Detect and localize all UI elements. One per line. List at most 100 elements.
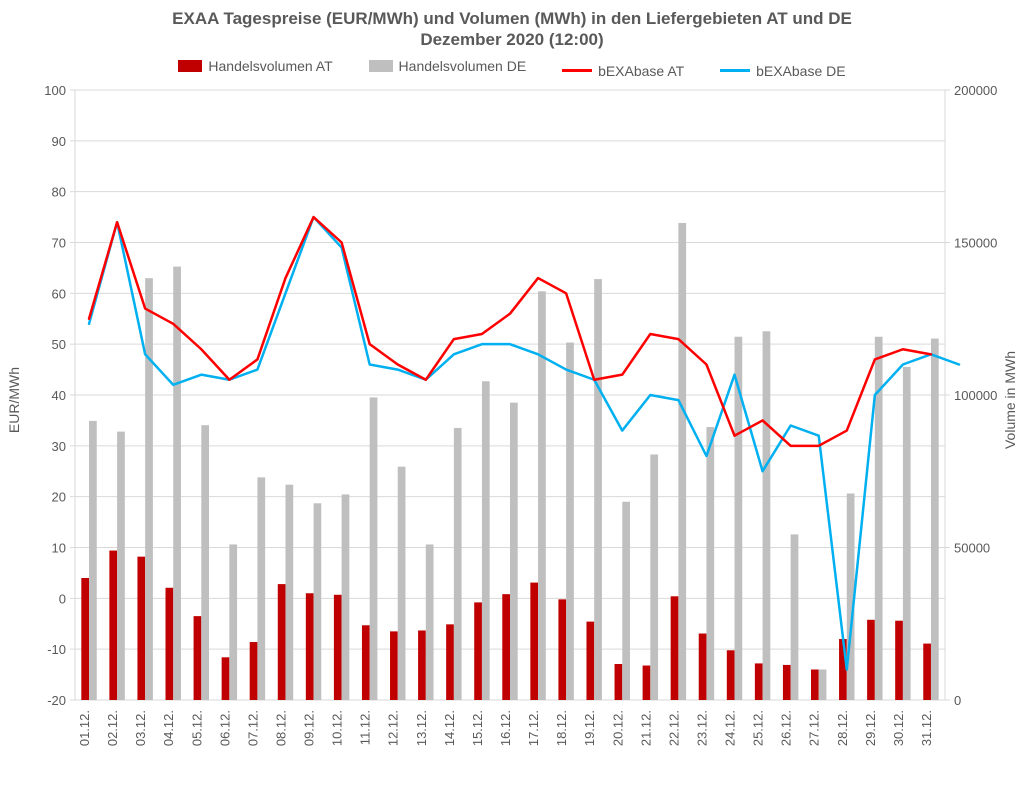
ytick-left-label: 40 [52, 388, 66, 403]
bar-vol-de [706, 427, 714, 700]
bar-vol-at [530, 583, 538, 700]
x-category-label: 24.12. [723, 710, 738, 746]
bar-vol-at [250, 642, 258, 700]
ytick-right-label: 200000 [954, 83, 997, 98]
x-category-label: 14.12. [442, 710, 457, 746]
bar-vol-at [418, 630, 426, 700]
x-category-label: 28.12. [835, 710, 850, 746]
bar-vol-de [370, 397, 378, 700]
bar-vol-de [594, 279, 602, 700]
bar-vol-at [390, 631, 398, 700]
ytick-left-label: 50 [52, 337, 66, 352]
bar-vol-at [783, 665, 791, 700]
x-category-label: 06.12. [217, 710, 232, 746]
ytick-left-label: 60 [52, 286, 66, 301]
ytick-left-label: -10 [47, 642, 66, 657]
bar-vol-de [173, 267, 181, 700]
bar-vol-at [923, 644, 931, 700]
x-category-label: 03.12. [133, 710, 148, 746]
bar-vol-at [306, 593, 314, 700]
bar-vol-at [81, 578, 89, 700]
bar-vol-at [446, 624, 454, 700]
x-category-label: 31.12. [919, 710, 934, 746]
x-category-label: 21.12. [638, 710, 653, 746]
bar-vol-at [222, 657, 230, 700]
bar-vol-at [109, 551, 117, 700]
bar-vol-at [474, 602, 482, 700]
bar-vol-at [643, 666, 651, 700]
bar-vol-at [278, 584, 286, 700]
bar-vol-at [502, 594, 510, 700]
ytick-left-label: 70 [52, 236, 66, 251]
bar-vol-at [727, 650, 735, 700]
bar-vol-de [482, 381, 490, 700]
ytick-left-label: 0 [59, 591, 66, 606]
bar-vol-de [538, 291, 546, 700]
bar-vol-at [334, 595, 342, 700]
bar-vol-de [510, 403, 518, 700]
bar-vol-at [699, 634, 707, 700]
bar-vol-at [615, 664, 623, 700]
ytick-left-label: 80 [52, 185, 66, 200]
bar-vol-at [755, 663, 763, 700]
ytick-right-label: 100000 [954, 388, 997, 403]
bar-vol-de [763, 331, 771, 700]
x-category-label: 10.12. [330, 710, 345, 746]
ytick-left-label: 100 [44, 83, 66, 98]
bar-vol-de [791, 534, 799, 700]
bar-vol-at [867, 620, 875, 700]
bar-vol-at [558, 599, 566, 700]
x-category-label: 15.12. [470, 710, 485, 746]
x-category-label: 04.12. [161, 710, 176, 746]
x-category-label: 22.12. [666, 710, 681, 746]
x-category-label: 07.12. [245, 710, 260, 746]
x-category-label: 18.12. [554, 710, 569, 746]
x-category-label: 11.12. [358, 710, 373, 745]
x-category-label: 26.12. [779, 710, 794, 746]
bar-vol-de [650, 454, 658, 700]
bar-vol-de [314, 503, 322, 700]
bar-vol-de [117, 432, 125, 700]
ytick-left-label: 90 [52, 134, 66, 149]
ytick-right-label: 50000 [954, 541, 990, 556]
bar-vol-de [454, 428, 462, 700]
x-category-label: 12.12. [386, 710, 401, 746]
bar-vol-de [622, 502, 630, 700]
bar-vol-at [586, 622, 594, 700]
x-category-label: 02.12. [105, 710, 120, 746]
bar-vol-at [362, 625, 370, 700]
x-category-label: 01.12. [77, 710, 92, 746]
x-category-label: 25.12. [751, 710, 766, 746]
bar-vol-de [819, 670, 827, 701]
bar-vol-de [229, 544, 237, 700]
chart-page: EXAA Tagespreise (EUR/MWh) und Volumen (… [0, 0, 1024, 806]
x-category-label: 29.12. [863, 710, 878, 746]
bar-vol-at [811, 670, 819, 701]
bar-vol-de [398, 467, 406, 700]
x-category-label: 09.12. [302, 710, 317, 746]
bar-vol-at [166, 588, 174, 700]
bar-vol-de [426, 544, 434, 700]
ytick-left-label: 30 [52, 439, 66, 454]
bar-vol-de [257, 477, 265, 700]
x-category-label: 20.12. [610, 710, 625, 746]
x-category-label: 23.12. [694, 710, 709, 746]
bar-vol-de [285, 485, 293, 700]
x-category-label: 08.12. [273, 710, 288, 746]
bar-vol-de [566, 343, 574, 700]
chart-canvas: -20-100102030405060708090100050000100000… [0, 0, 1024, 806]
bar-vol-de [931, 339, 939, 700]
bar-vol-de [342, 494, 350, 700]
x-category-label: 30.12. [891, 710, 906, 746]
ytick-right-label: 0 [954, 693, 961, 708]
x-category-label: 27.12. [807, 710, 822, 746]
bar-vol-de [89, 421, 97, 700]
bar-vol-at [137, 557, 145, 700]
ytick-left-label: 10 [52, 541, 66, 556]
x-category-label: 19.12. [582, 710, 597, 746]
bar-vol-de [201, 425, 209, 700]
x-category-label: 05.12. [189, 710, 204, 746]
bar-vol-de [678, 223, 686, 700]
x-category-label: 16.12. [498, 710, 513, 746]
bar-vol-at [194, 616, 202, 700]
